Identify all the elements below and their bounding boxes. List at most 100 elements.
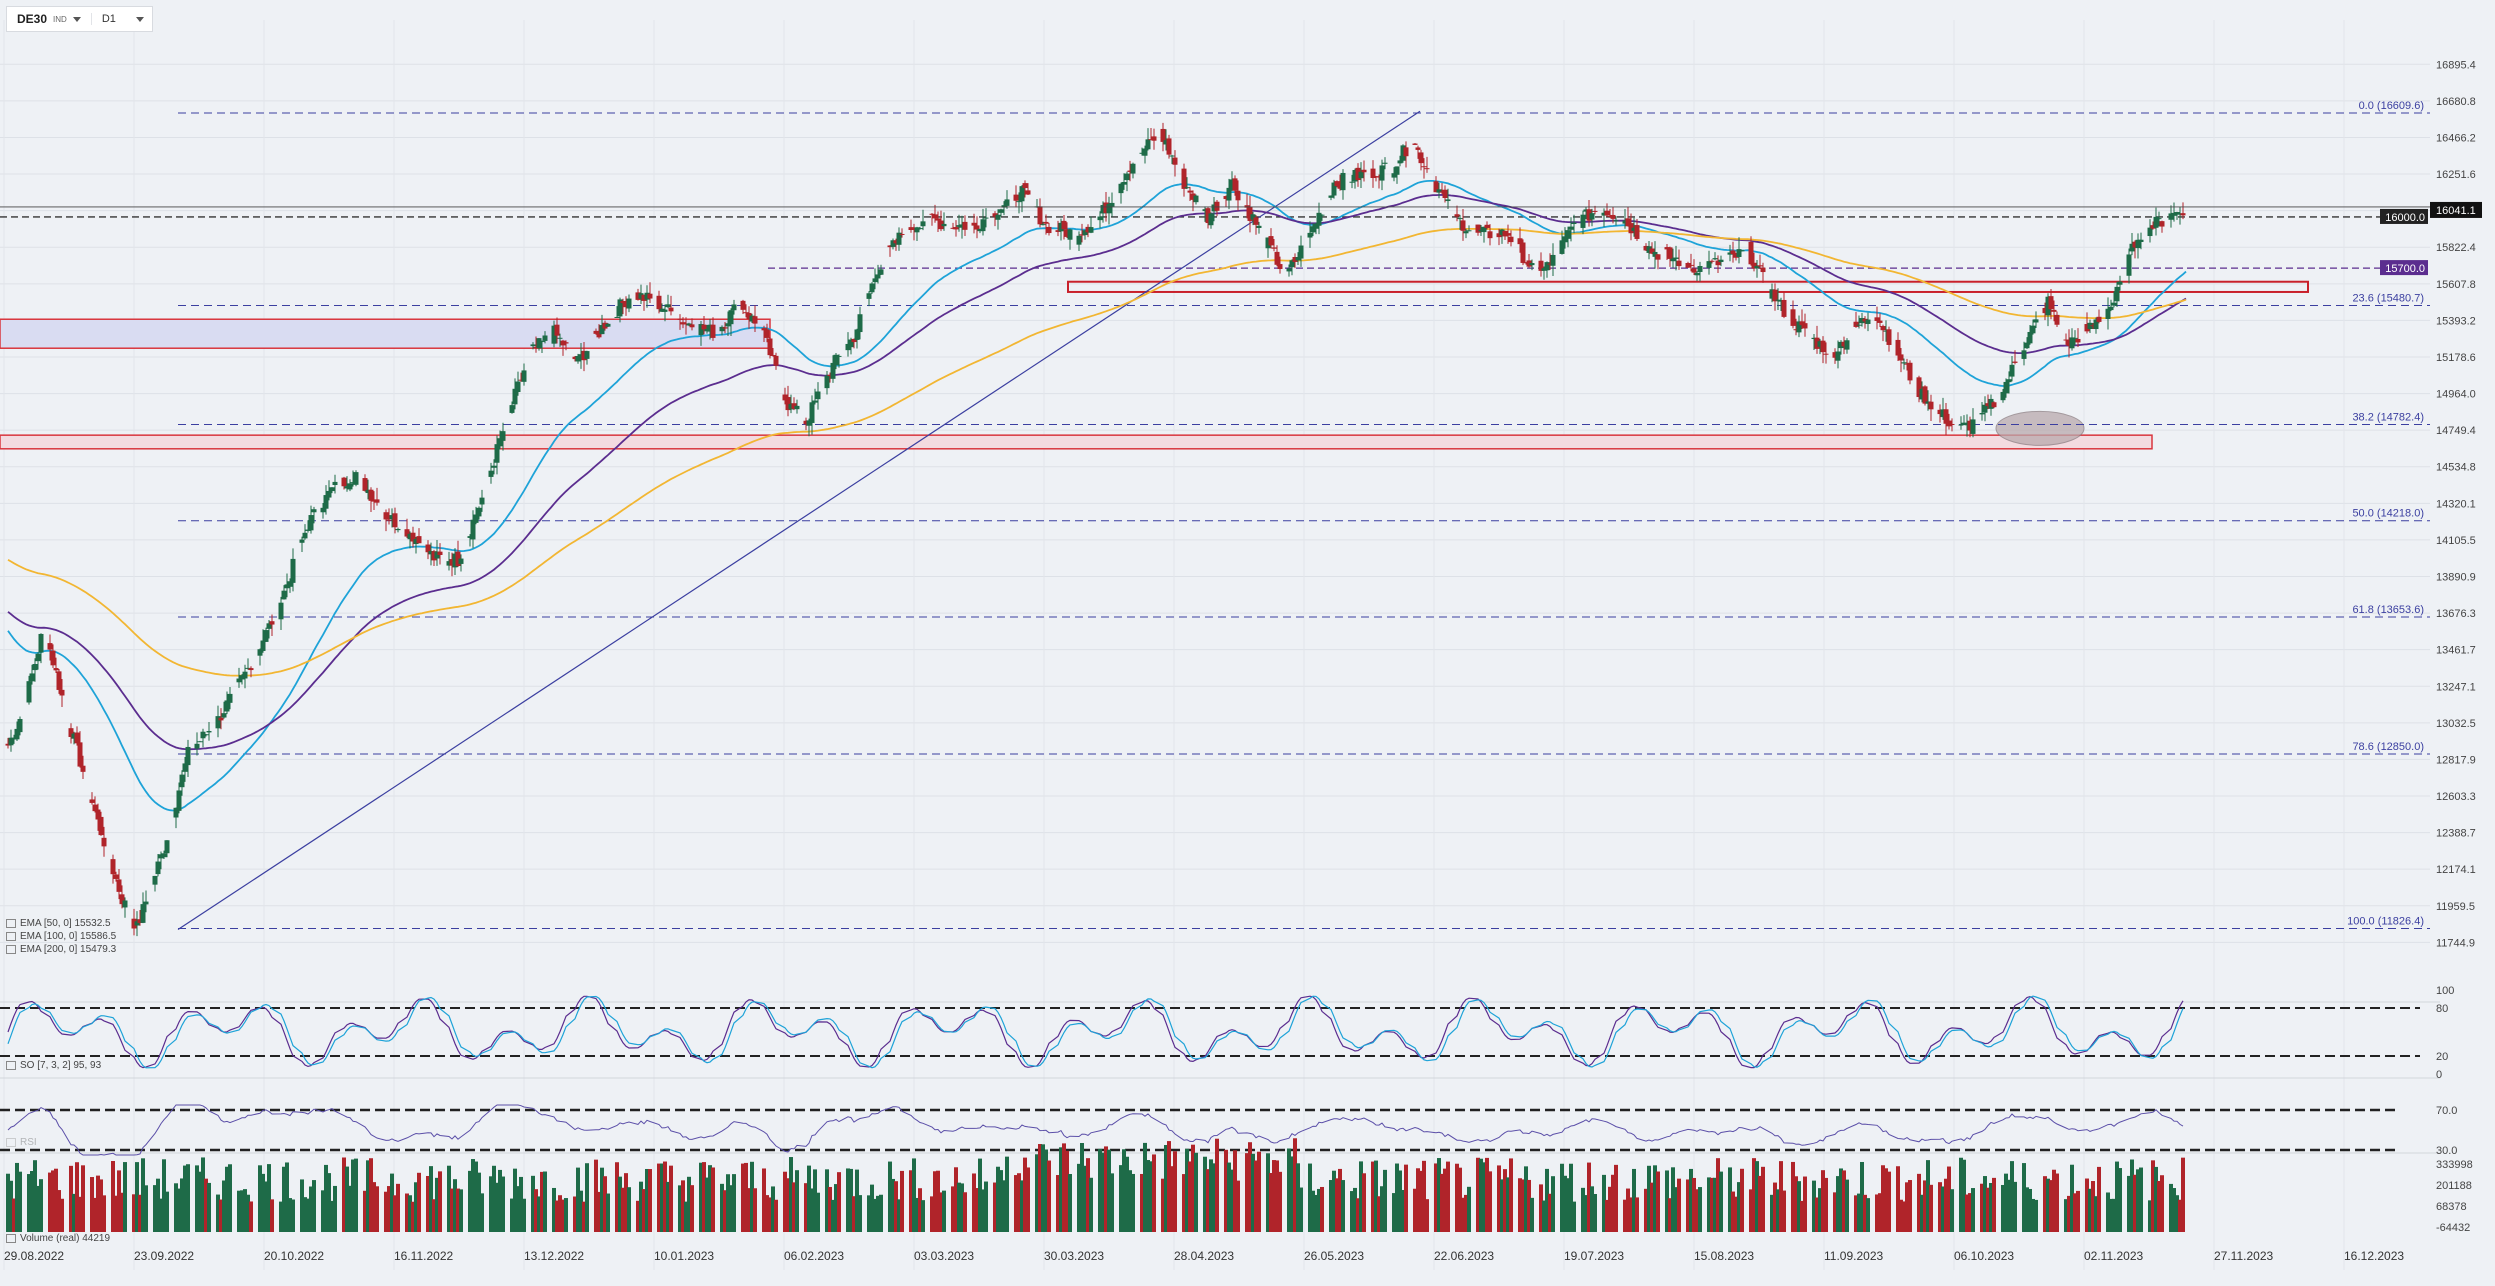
candle-body [1247,206,1253,221]
candle-body [2063,339,2069,341]
symbol-selector[interactable]: DE30 IND [7,12,91,26]
volume-bar [690,1185,694,1232]
candle-body [197,741,203,743]
volume-bar [816,1192,820,1232]
volume-bar [1509,1158,1513,1232]
volume-bar [435,1177,439,1232]
candle-body [1799,321,1805,326]
candle-body [893,240,899,244]
candle-body [1253,217,1259,225]
candle-body [350,482,356,484]
candle-body [878,269,884,275]
candle-body [644,292,650,300]
volume-bar [1317,1188,1321,1232]
level-tag [2380,208,2428,224]
volume-bar [729,1185,733,1232]
candle-body [221,713,227,718]
volume-bar [873,1198,877,1232]
candle-body [1964,422,1970,426]
volume-bar [852,1196,856,1232]
candle-body [80,765,86,772]
volume-bar [165,1191,169,1232]
volume-bar [408,1195,412,1232]
ema-200-line [7,228,2187,677]
candle-body [662,309,668,312]
date-label: 16.12.2023 [2344,1249,2404,1263]
volume-bar [2025,1187,2029,1232]
volume-bar [228,1164,232,1232]
candle-body [1202,209,1208,212]
candle-body [2114,286,2120,302]
volume-bar [1572,1201,1576,1232]
candle-body [977,228,983,232]
volume-bar [1899,1199,1903,1232]
volume-bar [744,1162,748,1232]
volume-bar [870,1184,874,1232]
volume-bar [792,1182,796,1232]
volume-bar [1611,1174,1615,1232]
volume-bar [702,1162,706,1232]
volume-bar [846,1168,850,1232]
candle-body [2051,309,2057,312]
candle-body [698,324,704,336]
volume-bar [1824,1177,1828,1232]
volume-bar [1005,1156,1009,1232]
volume-bar [1797,1181,1801,1232]
volume-bar [309,1186,313,1232]
volume-bar [900,1170,904,1232]
volume-bar [1215,1138,1219,1232]
volume-bar [1698,1187,1702,1232]
symbol-label: DE30 [17,12,48,26]
price-tick-label: 14964.0 [2436,389,2476,401]
ema-100-line [7,193,2187,751]
candle-body [1697,265,1703,272]
volume-bar [300,1179,304,1232]
volume-bar [1902,1201,1906,1232]
volume-bar [1149,1161,1153,1232]
volume-bar [1257,1151,1261,1232]
candle-body [908,227,914,230]
candle-body [728,310,734,325]
candle-body [1979,413,1985,415]
candle-body [1778,300,1784,302]
candle-body [119,894,125,905]
volume-bar [1965,1194,1969,1232]
candle-body [1457,218,1463,220]
date-label: 13.12.2022 [524,1249,584,1263]
candle-body [1079,234,1085,236]
candle-body [1349,181,1355,183]
legend-ema50[interactable]: EMA [50, 0] 15532.5 [6,918,111,929]
volume-bar [1119,1165,1123,1232]
candle-body [899,233,905,235]
volume-bar [618,1176,622,1232]
volume-bar [1233,1150,1237,1232]
volume-bar [795,1170,799,1232]
volume-bar [2046,1178,2050,1232]
volume-bar [2109,1198,2113,1232]
volume-bar [1374,1160,1378,1232]
candle-body [2075,338,2081,343]
legend-ema200[interactable]: EMA [200, 0] 15479.3 [6,944,116,955]
timeframe-selector[interactable]: D1 [90,13,152,25]
candle-body [1415,147,1421,150]
legend-volume[interactable]: Volume (real) 44219 [6,1233,110,1244]
volume-bar [204,1178,208,1232]
legend-stochastic[interactable]: SO [7, 3, 2] 95, 93 [6,1060,101,1071]
candle-body [1334,181,1340,187]
candle-body [647,293,653,299]
volume-bar [1440,1173,1444,1232]
volume-bar [828,1186,832,1232]
volume-bar [1695,1189,1699,1232]
volume-bar [1275,1160,1279,1232]
legend-rsi[interactable]: RSI [6,1137,37,1148]
volume-bar [39,1179,43,1232]
volume-bar [348,1185,352,1232]
volume-bar [513,1168,517,1232]
candle-body [953,227,959,230]
candle-body [1088,227,1094,233]
candle-body [2126,254,2132,276]
candle-body [2087,322,2093,329]
candle-body [389,515,395,520]
legend-ema100[interactable]: EMA [100, 0] 15586.5 [6,931,116,942]
